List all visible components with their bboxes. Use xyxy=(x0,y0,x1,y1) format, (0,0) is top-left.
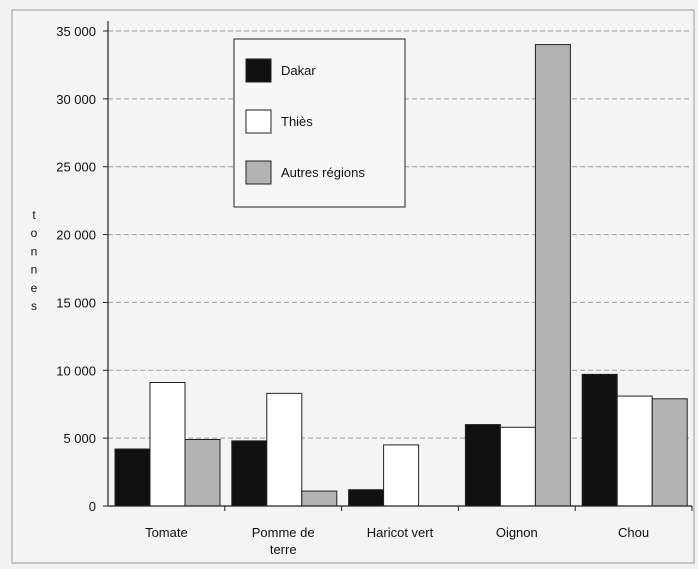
legend-label: Thiès xyxy=(281,114,313,129)
y-tick-label: 0 xyxy=(89,499,96,514)
x-tick-label: Tomate xyxy=(145,525,188,540)
y-axis-ticks: 0 5 000 10 000 15 000 20 000 25 000 30 000 35 0… xyxy=(56,24,108,514)
legend-label: Dakar xyxy=(281,63,316,78)
bar-dakar xyxy=(581,373,618,507)
x-tick-label: Chou xyxy=(618,525,649,540)
grid-lines xyxy=(108,30,692,439)
bar-autres-r-gions xyxy=(651,398,688,507)
y-axis-label-letter: n xyxy=(31,263,38,277)
y-tick-label: 10 000 xyxy=(56,363,96,378)
bar-thi-s xyxy=(616,395,653,507)
x-axis-ticks: Tomate Pomme de terre Haricot vert Oignon Cho… xyxy=(145,506,693,557)
y-axis-label-letter: n xyxy=(31,244,38,258)
bar-dakar xyxy=(464,424,501,507)
bar-autres-r-gions xyxy=(534,44,571,507)
x-tick-label: terre xyxy=(270,542,297,557)
y-axis-label-letter: t xyxy=(32,208,36,222)
y-tick-label: 35 000 xyxy=(56,24,96,39)
bar-thi-s xyxy=(383,444,420,507)
y-tick-label: 30 000 xyxy=(56,92,96,107)
x-tick-label: Pomme de xyxy=(252,525,315,540)
bar-thi-s xyxy=(499,426,536,507)
legend-swatch xyxy=(245,109,272,134)
bar-autres-r-gions xyxy=(301,490,338,507)
legend-swatch xyxy=(245,58,272,83)
bar-dakar xyxy=(114,448,151,507)
bars xyxy=(114,44,688,507)
y-tick-label: 20 000 xyxy=(56,228,96,243)
bar-thi-s xyxy=(149,382,186,507)
bar-autres-r-gions xyxy=(184,439,221,507)
bar-thi-s xyxy=(266,392,303,507)
y-tick-label: 15 000 xyxy=(56,295,96,310)
y-axis-label-letter: e xyxy=(31,281,38,295)
x-tick-label: Oignon xyxy=(496,525,538,540)
axes xyxy=(107,21,692,507)
legend-swatch xyxy=(245,160,272,185)
x-tick-label: Haricot vert xyxy=(367,525,434,540)
y-tick-label: 5 000 xyxy=(63,431,96,446)
legend-label: Autres régions xyxy=(281,165,365,180)
y-axis-label-letter: o xyxy=(31,226,38,240)
bar-dakar xyxy=(348,489,385,507)
y-axis-label-letter: s xyxy=(31,299,37,313)
bar-dakar xyxy=(231,440,268,507)
y-tick-label: 25 000 xyxy=(56,160,96,175)
legend: Dakar Thiès Autres régions xyxy=(233,38,406,208)
